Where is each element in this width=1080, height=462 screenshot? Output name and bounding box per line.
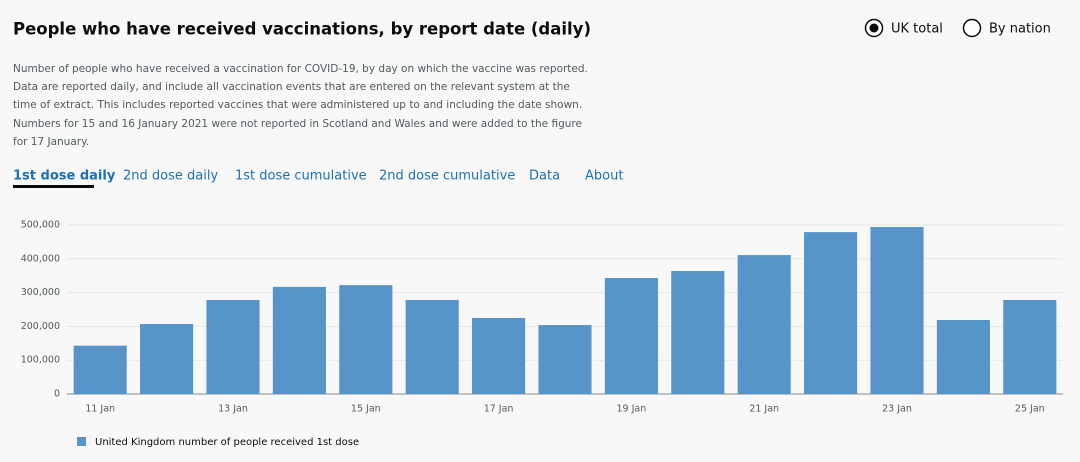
- bar: [405, 300, 459, 394]
- x-tick-label: 17 Jan: [484, 404, 514, 415]
- legend-label: United Kingdom number of people received…: [95, 437, 359, 448]
- description-line: for 17 January.: [13, 136, 89, 148]
- description-line: Numbers for 15 and 16 January 2021 were …: [13, 118, 582, 130]
- bar: [604, 278, 658, 394]
- tab[interactable]: 2nd dose daily: [123, 169, 218, 184]
- tab[interactable]: About: [585, 169, 623, 184]
- y-tick-label: 200,000: [21, 321, 60, 332]
- plot: 0 100,000 200,000 300,000 400,000 500,000 11 J…: [21, 220, 1063, 448]
- radio-label[interactable]: By nation: [989, 22, 1051, 37]
- bar: [140, 324, 194, 394]
- x-tick-label: 15 Jan: [351, 404, 381, 415]
- x-tick-label: 19 Jan: [617, 404, 647, 415]
- y-tick-label: 300,000: [21, 287, 60, 298]
- bar: [936, 319, 990, 394]
- radio-nation[interactable]: By nation: [962, 18, 1051, 38]
- tab[interactable]: 1st dose daily: [13, 169, 116, 184]
- x-tick-label: 11 Jan: [85, 404, 115, 415]
- y-tick-label: 100,000: [21, 355, 60, 366]
- bar: [671, 270, 725, 394]
- bar: [339, 285, 393, 394]
- y-tick-label: 0: [54, 389, 60, 400]
- x-tick-label: 13 Jan: [218, 404, 248, 415]
- description-line: Number of people who have received a vac…: [13, 63, 588, 75]
- radio-circle[interactable]: [962, 18, 982, 38]
- legend-swatch: [77, 437, 86, 446]
- bar: [206, 300, 260, 394]
- tab[interactable]: 1st dose cumulative: [235, 169, 367, 184]
- x-tick-label: 25 Jan: [1015, 404, 1045, 415]
- bar: [1003, 300, 1057, 394]
- x-tick-label: 21 Jan: [749, 404, 779, 415]
- y-tick-label: 400,000: [21, 253, 60, 264]
- chart-title: People who have received vaccinations, b…: [13, 20, 591, 39]
- description-line: time of extract. This includes reported …: [13, 99, 582, 111]
- bar: [472, 317, 526, 394]
- radio-uk[interactable]: UK total: [864, 18, 943, 38]
- bar: [804, 232, 858, 394]
- tab[interactable]: Data: [529, 169, 560, 184]
- description-line: Data are reported daily, and include all…: [13, 81, 570, 93]
- y-tick-label: 500,000: [21, 220, 60, 231]
- radio-dot: [869, 23, 879, 33]
- radio-label[interactable]: UK total: [891, 22, 943, 37]
- x-tick-label: 23 Jan: [882, 404, 912, 415]
- bar: [272, 286, 326, 394]
- bar: [870, 227, 924, 394]
- tab[interactable]: 2nd dose cumulative: [379, 169, 515, 184]
- bar: [737, 255, 791, 394]
- bar: [538, 325, 592, 394]
- bar: [73, 345, 127, 394]
- tab-underline: [13, 185, 94, 188]
